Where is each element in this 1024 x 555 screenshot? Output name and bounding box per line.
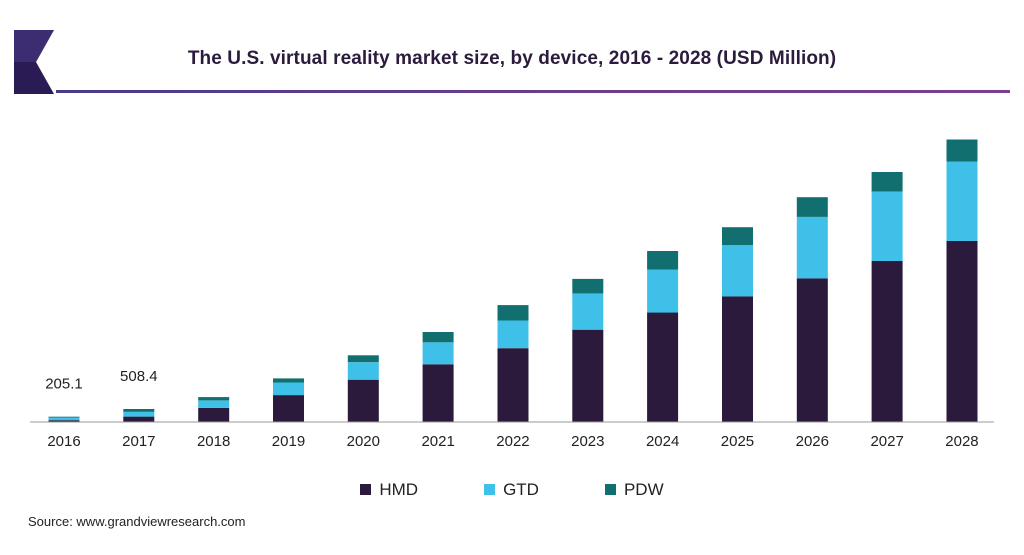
- legend-item-gtd: GTD: [484, 480, 539, 500]
- bar-gtd-2028: [946, 161, 978, 241]
- legend-label: HMD: [379, 480, 419, 499]
- chart-title: The U.S. virtual reality market size, by…: [187, 48, 837, 69]
- title-underline: [56, 90, 1010, 93]
- legend-item-pdw: PDW: [604, 480, 664, 500]
- data-labels: 205.1 508.4: [45, 368, 157, 393]
- bar-pdw-2024: [647, 251, 679, 270]
- x-tick-label: 2027: [870, 433, 903, 450]
- x-tick-label: 2028: [945, 433, 978, 450]
- bar-pdw-2018: [198, 397, 230, 401]
- bar-hmd-2017: [123, 416, 155, 422]
- bar-gtd-2021: [422, 342, 454, 365]
- bar-gtd-2026: [796, 216, 828, 279]
- legend-swatch: [360, 484, 372, 495]
- source-note: Source: www.grandviewresearch.com: [28, 514, 246, 529]
- bar-hmd-2020: [347, 379, 379, 422]
- x-tick-label: 2026: [796, 433, 829, 450]
- bar-chart: 2016 2017 2018 2019 2020 2021 2022 2023 2024 2025…: [30, 139, 994, 450]
- bar-gtd-2018: [198, 400, 230, 408]
- bar-hmd-2018: [198, 407, 230, 422]
- legend-swatch: [604, 484, 616, 495]
- legend-swatch: [484, 484, 496, 495]
- bar-gtd-2024: [647, 269, 679, 313]
- x-tick-label: 2017: [122, 433, 155, 450]
- bar-hmd-2025: [722, 296, 753, 422]
- bars-group: [48, 139, 978, 422]
- bar-hmd-2024: [647, 312, 679, 422]
- bar-hmd-2023: [572, 329, 604, 422]
- bar-pdw-2028: [946, 139, 978, 162]
- bar-gtd-2019: [273, 382, 304, 396]
- x-tick-label: 2024: [646, 433, 679, 450]
- bar-hmd-2026: [796, 278, 828, 422]
- bar-gtd-2022: [497, 320, 529, 349]
- x-tick-label: 2016: [47, 433, 80, 450]
- legend-label: GTD: [503, 480, 539, 499]
- bar-pdw-2026: [796, 197, 828, 217]
- bar-pdw-2020: [347, 355, 379, 363]
- bar-pdw-2016: [48, 416, 80, 418]
- bar-pdw-2019: [273, 378, 304, 383]
- legend: HMD GTD PDW: [0, 480, 1024, 500]
- data-label: 205.1: [45, 376, 83, 393]
- bar-gtd-2020: [347, 362, 379, 380]
- bar-hmd-2028: [946, 241, 978, 422]
- x-tick-label: 2023: [571, 433, 604, 450]
- x-axis-ticks: 2016 2017 2018 2019 2020 2021 2022 2023 2024 2025…: [47, 433, 978, 450]
- x-tick-label: 2021: [421, 433, 454, 450]
- bar-gtd-2025: [722, 245, 753, 297]
- bar-hmd-2021: [422, 364, 454, 422]
- brand-logo-icon: [14, 30, 54, 94]
- x-tick-label: 2018: [197, 433, 230, 450]
- bar-gtd-2016: [48, 417, 80, 421]
- bar-hmd-2027: [871, 261, 903, 422]
- bar-pdw-2022: [497, 305, 529, 321]
- legend-label: PDW: [623, 480, 664, 499]
- legend-item-hmd: HMD: [360, 480, 418, 500]
- x-tick-label: 2022: [496, 433, 529, 450]
- bar-gtd-2023: [572, 293, 604, 330]
- bar-pdw-2025: [722, 227, 753, 246]
- bar-pdw-2017: [123, 409, 155, 412]
- bar-gtd-2017: [123, 411, 155, 417]
- x-tick-label: 2025: [721, 433, 754, 450]
- bar-pdw-2021: [422, 332, 454, 343]
- bar-hmd-2016: [48, 420, 80, 422]
- x-tick-label: 2019: [272, 433, 305, 450]
- x-tick-label: 2020: [347, 433, 380, 450]
- chart-header: The U.S. virtual reality market size, by…: [14, 30, 1010, 96]
- data-label: 508.4: [120, 368, 158, 385]
- bar-pdw-2027: [871, 172, 903, 192]
- bar-hmd-2022: [497, 348, 529, 422]
- bar-pdw-2023: [572, 278, 604, 294]
- bar-hmd-2019: [273, 395, 304, 422]
- bar-gtd-2027: [871, 191, 903, 261]
